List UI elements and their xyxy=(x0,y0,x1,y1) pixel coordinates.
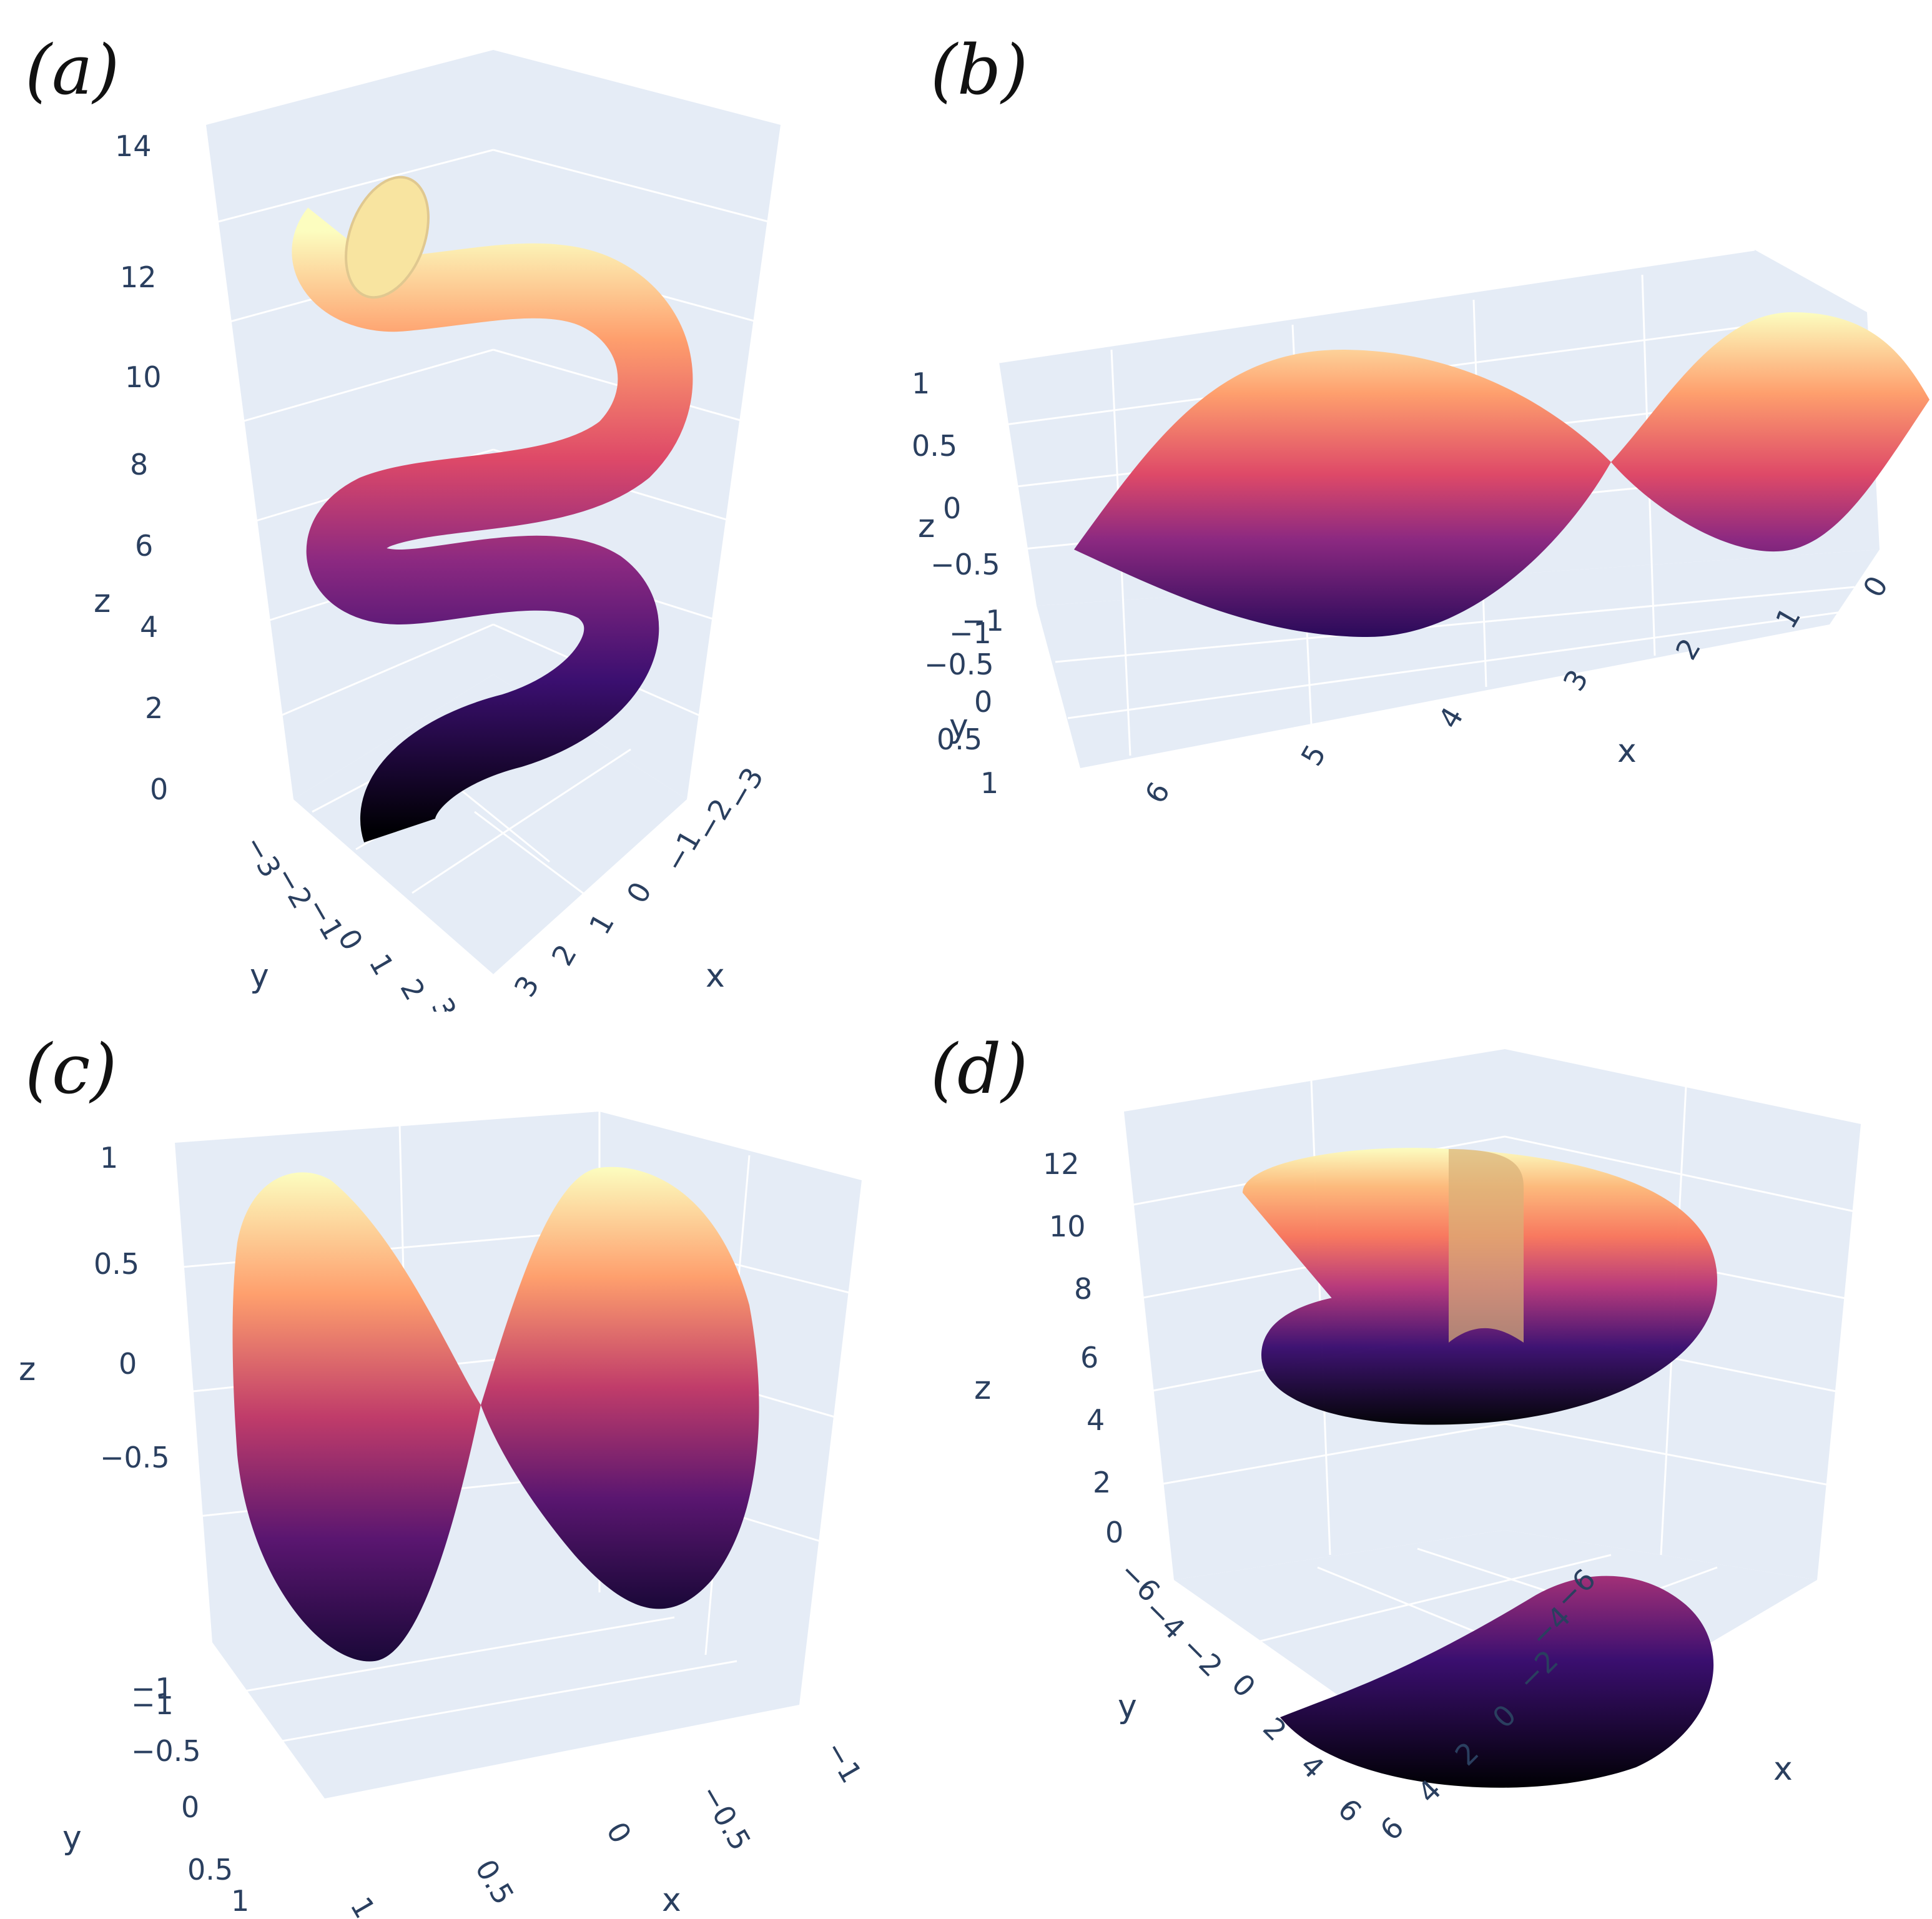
x-tick: 4 xyxy=(1432,701,1470,734)
x-tick: 3 xyxy=(508,970,546,1002)
z-tick: −1 xyxy=(131,1672,174,1705)
y-tick: −0.5 xyxy=(924,648,994,681)
x-tick: 0 xyxy=(599,1817,638,1849)
x-tick: 1 xyxy=(583,907,621,940)
x-tick: 6 xyxy=(1138,776,1176,809)
x-tick: 5 xyxy=(1294,739,1333,771)
panel-c-plot: (c) −1 −0.5 0 0.5 1 z −1 −0.5 0 0.5 1 y … xyxy=(19,1029,869,1919)
z-ticks-d: 0 2 4 6 8 10 12 xyxy=(1043,1147,1123,1549)
z-tick: 8 xyxy=(130,448,148,481)
surface-helicoid-d xyxy=(1243,1148,1717,1788)
z-tick: 6 xyxy=(135,529,153,563)
y-ticks-b: −1 −0.5 0 0.5 1 xyxy=(924,616,998,800)
z-axis-label-d: z xyxy=(974,1369,991,1407)
z-tick: 8 xyxy=(1074,1272,1092,1306)
x-axis-label-b: x xyxy=(1617,733,1637,770)
surface-helical-tube xyxy=(292,175,693,842)
y-tick: 0 xyxy=(974,685,992,719)
x-tick: 2 xyxy=(545,939,583,971)
x-tick: 6 xyxy=(1374,1810,1411,1847)
panel-label-a: (a) xyxy=(25,30,119,110)
x-axis-label-d: x xyxy=(1773,1750,1793,1788)
surface-two-lobes-b xyxy=(1074,312,1930,637)
x-tick: 0 xyxy=(1856,570,1895,603)
z-tick: 2 xyxy=(1093,1466,1111,1499)
x-axis-label-a: x xyxy=(706,957,725,995)
z-tick: 1 xyxy=(912,367,930,400)
panel-label-c: (c) xyxy=(25,1029,117,1109)
y-tick: 0 xyxy=(1225,1667,1262,1704)
z-tick: 10 xyxy=(1049,1210,1086,1243)
y-tick: 0.5 xyxy=(937,723,982,756)
panel-a: (a) 0 2 4 6 8 10 12 14 z −3 −2 −1 0 1 2 … xyxy=(0,0,899,1012)
y-axis-label-c: y xyxy=(62,1819,82,1857)
z-tick: 2 xyxy=(145,691,163,725)
z-tick: 0 xyxy=(1105,1516,1123,1549)
y-axis-label-a: y xyxy=(250,957,269,995)
z-tick: 4 xyxy=(140,610,158,644)
x-tick: 0.5 xyxy=(468,1854,520,1910)
y-tick: −0.5 xyxy=(131,1734,201,1768)
z-tick: −1 xyxy=(962,604,1004,638)
x-tick: −1 xyxy=(818,1735,869,1789)
y-tick: −1 xyxy=(131,1687,174,1721)
z-axis-label-b: z xyxy=(918,508,935,545)
x-axis-label-c: x xyxy=(662,1882,681,1919)
panel-label-b: (b) xyxy=(930,30,1028,110)
z-tick: 12 xyxy=(1043,1147,1080,1181)
y-tick: 6 xyxy=(1331,1792,1368,1829)
y-tick: 3 xyxy=(425,992,463,1012)
panel-a-plot: (a) 0 2 4 6 8 10 12 14 z −3 −2 −1 0 1 2 … xyxy=(25,30,781,1012)
z-tick: −0.5 xyxy=(930,548,1000,581)
x-tick: −0.5 xyxy=(693,1779,757,1857)
y-tick: 0 xyxy=(181,1790,199,1824)
y-tick: −1 xyxy=(949,616,992,650)
y-tick: −2 xyxy=(1175,1630,1229,1684)
panel-d: (d) 0 2 4 6 8 10 12 z −6 −4 −2 0 2 4 6 y xyxy=(905,1018,1932,1919)
surface-two-lobes-c xyxy=(232,1167,759,1662)
y-tick: 4 xyxy=(1294,1749,1331,1785)
z-ticks-c: −1 −0.5 0 0.5 1 xyxy=(94,1141,174,1705)
y-ticks-c: −1 −0.5 0 0.5 1 xyxy=(131,1687,249,1918)
z-tick: 0 xyxy=(943,491,961,525)
y-tick: 1 xyxy=(362,949,400,981)
z-tick: 0.5 xyxy=(912,429,957,463)
z-tick: 14 xyxy=(115,129,152,163)
z-tick: 1 xyxy=(100,1141,118,1175)
z-tick: 6 xyxy=(1080,1341,1098,1374)
z-tick: 0.5 xyxy=(94,1247,139,1281)
z-tick: −0.5 xyxy=(100,1441,170,1474)
panel-b: (b) −1 −0.5 0 0.5 1 z −1 −0.5 0 0.5 1 y … xyxy=(905,0,1932,1012)
x-tick: 1 xyxy=(343,1892,382,1919)
z-ticks-b: −1 −0.5 0 0.5 1 xyxy=(912,367,1004,638)
z-ticks-a: 0 2 4 6 8 10 12 14 xyxy=(115,129,168,806)
y-tick: 1 xyxy=(231,1884,249,1918)
z-axis-label-c: z xyxy=(19,1351,36,1388)
y-axis-label-d: y xyxy=(1118,1688,1137,1725)
panel-label-d: (d) xyxy=(930,1029,1028,1109)
x-tick: 0 xyxy=(620,876,658,909)
z-tick: 10 xyxy=(125,360,162,394)
panel-c: (c) −1 −0.5 0 0.5 1 z −1 −0.5 0 0.5 1 y … xyxy=(0,1018,899,1919)
z-tick: 0 xyxy=(119,1347,137,1381)
z-tick: 4 xyxy=(1087,1403,1105,1437)
y-tick: 2 xyxy=(393,974,431,1006)
panel-b-plot: (b) −1 −0.5 0 0.5 1 z −1 −0.5 0 0.5 1 y … xyxy=(912,30,1930,809)
panel-d-plot: (d) 0 2 4 6 8 10 12 z −6 −4 −2 0 2 4 6 y xyxy=(930,1029,1861,1847)
z-axis-label-a: z xyxy=(94,583,111,620)
y-tick: 1 xyxy=(980,766,998,800)
y-tick: 0.5 xyxy=(187,1853,233,1887)
z-tick: 0 xyxy=(150,772,168,806)
z-tick: 12 xyxy=(120,260,157,294)
y-axis-label-b: y xyxy=(949,708,968,745)
